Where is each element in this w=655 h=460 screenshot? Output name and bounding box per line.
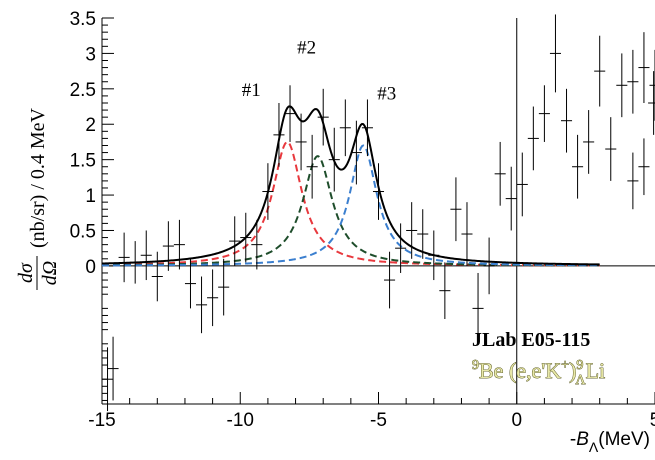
- data-point: [151, 251, 163, 302]
- x-axis-label: -BΛ(MeV): [570, 429, 650, 455]
- data-point: [649, 49, 655, 121]
- data-point: [594, 35, 606, 107]
- peak-label-2: #2: [297, 37, 316, 58]
- data-point: [549, 14, 561, 93]
- data-point: [395, 223, 407, 273]
- data-point: [638, 32, 650, 103]
- fit-curve-total: [101, 105, 600, 266]
- data-point: [229, 216, 241, 266]
- data-point: [262, 163, 274, 220]
- data-point: [472, 272, 484, 344]
- data-point: [173, 219, 185, 270]
- y-tick-label: 1.5: [70, 151, 96, 172]
- data-point: [572, 134, 584, 199]
- data-point: [372, 163, 385, 220]
- data-point: [339, 99, 351, 157]
- y-axis-label-units: (nb/sr) / 0.4 MeV: [27, 107, 49, 248]
- data-point: [627, 152, 639, 210]
- peak-label-3: #3: [377, 83, 396, 104]
- y-tick-label: 0: [85, 257, 96, 278]
- x-tick-label: -15: [88, 410, 115, 431]
- data-point: [107, 336, 119, 401]
- data-point: [516, 152, 528, 217]
- data-point: [284, 85, 296, 142]
- data-point: [483, 237, 495, 295]
- data-point: [638, 138, 650, 196]
- data-point: [428, 230, 440, 281]
- peak-label-1: #1: [242, 80, 261, 101]
- data-point: [251, 219, 263, 270]
- peak-labels: #1 #2 #3: [242, 37, 396, 104]
- data-point: [583, 110, 595, 174]
- data-point: [461, 202, 473, 266]
- data-point: [361, 99, 373, 157]
- y-axis-label-numerator: dσ: [15, 262, 37, 283]
- x-tick-label: 5: [650, 410, 655, 431]
- data-point: [295, 113, 307, 171]
- y-axis-label: dσ dΩ (nb/sr) / 0.4 MeV: [15, 107, 61, 290]
- fit-curves: [101, 105, 600, 267]
- data-point: [240, 212, 252, 263]
- data-point: [648, 71, 655, 135]
- y-axis-label-denominator: dΩ: [39, 261, 61, 285]
- data-point: [328, 127, 340, 192]
- y-tick-label: 0.5: [70, 221, 96, 242]
- data-point: [207, 269, 219, 327]
- data-point: [406, 202, 418, 259]
- data-point: [627, 49, 639, 114]
- y-tick-label: 2.5: [70, 80, 96, 101]
- data-point: [317, 88, 329, 146]
- data-point: [417, 209, 429, 259]
- data-point: [560, 88, 573, 153]
- data-point: [118, 232, 130, 283]
- y-tick-label: 2: [85, 115, 96, 136]
- reaction-label: 9Be (e,e'K+)9 ΛLi: [472, 358, 605, 388]
- data-point: [306, 134, 318, 199]
- data-point: [140, 230, 152, 281]
- fit-curve-peak-2: [101, 155, 600, 267]
- data-point: [196, 276, 208, 334]
- data-point: [538, 85, 550, 142]
- experiment-label: JLab E05-115: [472, 329, 590, 351]
- x-tick-label: -5: [370, 410, 387, 431]
- data-point: [384, 251, 396, 309]
- data-point: [162, 221, 174, 271]
- data-point: [616, 53, 628, 118]
- x-tick-label: -10: [227, 410, 254, 431]
- y-tick-label: 3: [85, 44, 96, 65]
- data-point: [102, 347, 114, 412]
- data-point: [527, 106, 539, 171]
- data-point: [439, 262, 451, 320]
- data-point: [605, 117, 617, 181]
- data-point: [184, 258, 197, 309]
- fit-curve-peak-3: [101, 144, 600, 267]
- data-point: [218, 258, 230, 316]
- x-tick-label: 0: [511, 410, 522, 431]
- fit-curve-peak-1: [101, 140, 600, 267]
- y-tick-label: 1: [85, 186, 96, 207]
- data-point: [129, 241, 141, 284]
- data-point: [450, 177, 462, 242]
- data-point: [505, 166, 517, 231]
- axes: -15 -10 -5 0 5 0 0.5 1 1.5 2 2.5 3 3.5: [70, 9, 655, 431]
- y-tick-label: 3.5: [70, 9, 96, 30]
- data-point: [273, 102, 285, 167]
- data-point: [494, 141, 506, 206]
- data-points: [102, 14, 655, 412]
- data-point: [350, 120, 362, 185]
